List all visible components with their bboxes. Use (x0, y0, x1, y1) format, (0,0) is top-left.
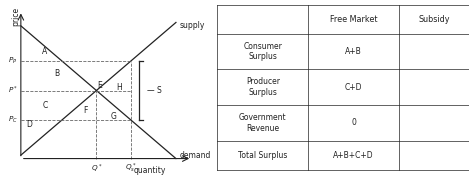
Text: $Q_s^*$: $Q_s^*$ (125, 162, 137, 175)
Text: price: price (11, 7, 20, 26)
Text: supply: supply (180, 21, 205, 30)
Text: — S: — S (147, 86, 162, 95)
Text: quantity: quantity (134, 166, 166, 175)
Text: Total Surplus: Total Surplus (238, 151, 288, 160)
Text: Government
Revenue: Government Revenue (239, 113, 287, 132)
Text: G: G (110, 111, 117, 121)
Text: demand: demand (180, 151, 211, 160)
Text: $Q^*$: $Q^*$ (91, 163, 102, 175)
Text: $P^*$: $P^*$ (8, 85, 18, 96)
Text: A: A (42, 47, 48, 56)
Text: 0: 0 (351, 118, 356, 127)
Text: A+B+C+D: A+B+C+D (333, 151, 374, 160)
Text: $P_P$: $P_P$ (9, 56, 18, 66)
Text: H: H (117, 83, 122, 92)
Text: F: F (83, 106, 88, 115)
Text: Subsidy: Subsidy (418, 15, 450, 24)
Text: $P_C$: $P_C$ (8, 115, 18, 125)
Text: D: D (26, 120, 32, 129)
Text: A+B: A+B (345, 47, 362, 56)
Text: C+D: C+D (345, 83, 362, 92)
Text: C: C (42, 101, 48, 110)
Text: B: B (55, 69, 60, 78)
Text: Consumer
Surplus: Consumer Surplus (243, 42, 282, 61)
Text: Free Market: Free Market (330, 15, 377, 24)
Text: E: E (97, 81, 102, 90)
Text: Producer
Surplus: Producer Surplus (246, 77, 280, 97)
